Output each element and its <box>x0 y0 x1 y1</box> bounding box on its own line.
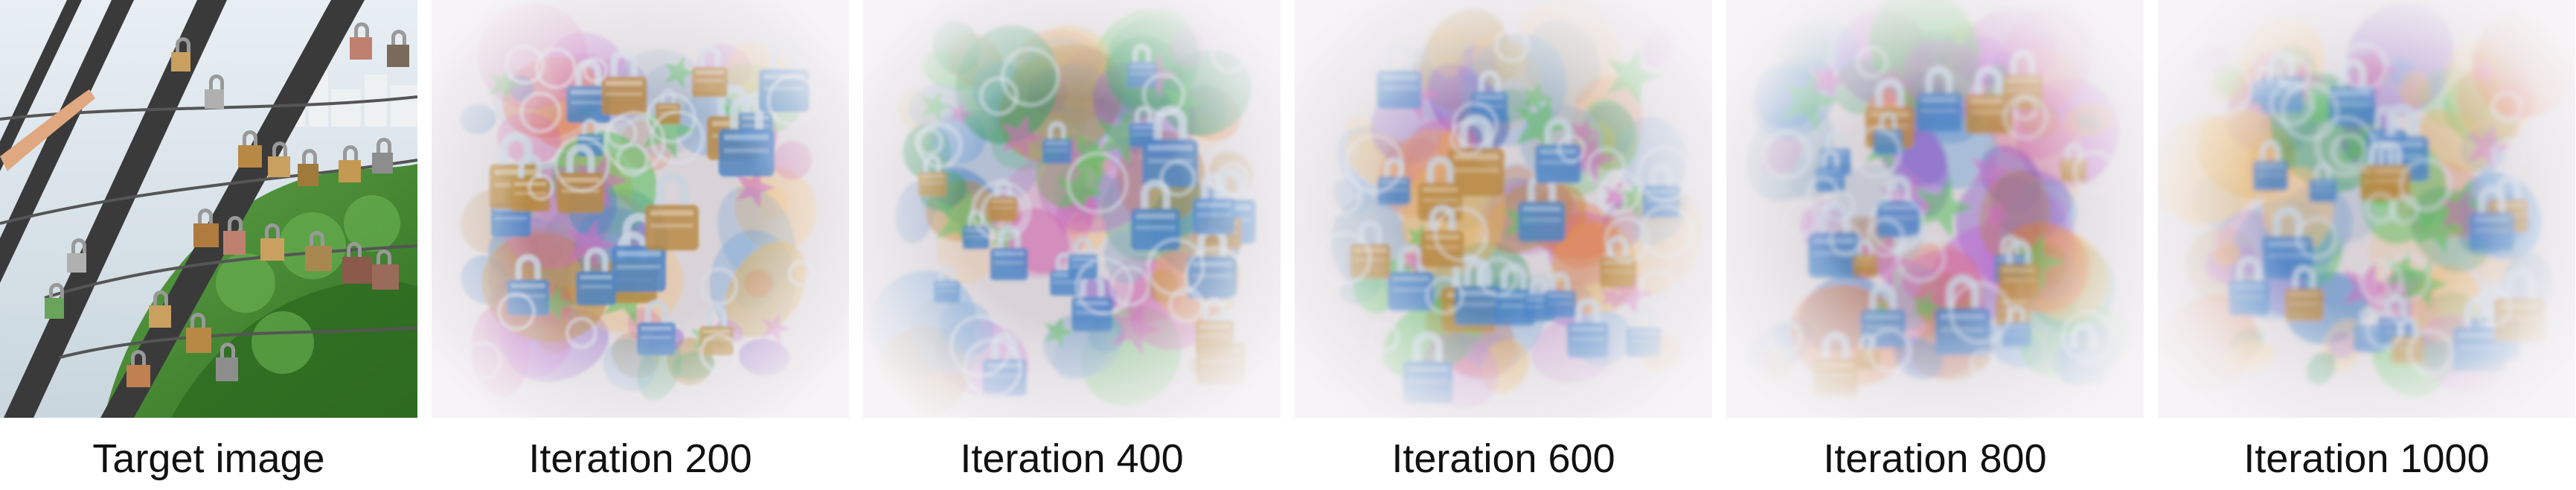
caption-iteration-400: Iteration 400 <box>960 436 1184 481</box>
panel-iteration-1000: Iteration 1000 <box>2158 0 2575 490</box>
caption-target-image: Target image <box>92 436 325 481</box>
target-photo <box>0 0 417 418</box>
panel-target-image: Target image <box>0 0 417 490</box>
panel-iteration-600: Iteration 600 <box>1295 0 1712 490</box>
reconstruction-image <box>1295 0 1712 418</box>
caption-iteration-1000: Iteration 1000 <box>2243 436 2490 481</box>
panel-iteration-400: Iteration 400 <box>863 0 1281 490</box>
caption-iteration-600: Iteration 600 <box>1391 436 1615 481</box>
reconstruction-image <box>863 0 1281 418</box>
caption-iteration-800: Iteration 800 <box>1823 436 2047 481</box>
panel-iteration-800: Iteration 800 <box>1726 0 2144 490</box>
caption-iteration-200: Iteration 200 <box>528 436 752 481</box>
reconstruction-image <box>2158 0 2575 418</box>
panel-iteration-200: Iteration 200 <box>432 0 849 490</box>
reconstruction-image <box>1726 0 2144 418</box>
reconstruction-image <box>432 0 849 418</box>
